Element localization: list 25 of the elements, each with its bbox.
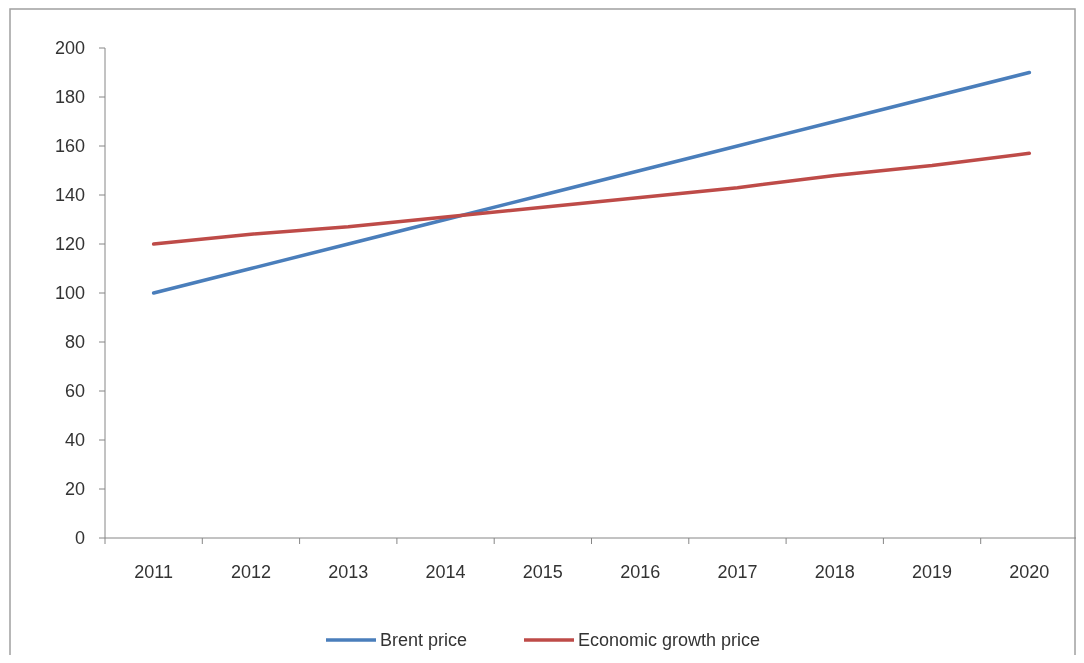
line-series <box>151 70 1032 295</box>
legend-label: Economic growth price <box>578 630 761 651</box>
x-tick-label: 2012 <box>230 562 271 582</box>
y-tick-label: 40 <box>64 430 85 451</box>
legend-label: Brent price <box>380 630 468 651</box>
y-tick-label: 100 <box>54 283 85 304</box>
y-tick-label: 80 <box>64 332 85 353</box>
x-tick-label: 2011 <box>134 562 174 582</box>
x-tick-label: 2015 <box>522 562 563 582</box>
y-tick-label: 180 <box>54 87 85 108</box>
x-tick-label: 2013 <box>328 562 369 582</box>
y-tick-label: 120 <box>54 234 85 255</box>
y-tick-label: 20 <box>64 479 85 500</box>
y-tick-label: 160 <box>54 136 85 157</box>
x-tick-label: 2014 <box>425 562 466 582</box>
y-tick-label: 140 <box>54 185 85 206</box>
y-tick-label: 60 <box>64 381 85 402</box>
x-tick-label: 2016 <box>620 562 661 582</box>
x-tick-label: 2019 <box>912 562 953 582</box>
x-tick-label: 2017 <box>717 562 758 582</box>
y-tick-label: 200 <box>54 38 85 59</box>
line-series <box>151 151 1032 246</box>
x-tick-label: 2018 <box>814 562 855 582</box>
x-tick-label: 2020 <box>1009 562 1050 582</box>
y-tick-label: 0 <box>74 528 85 549</box>
